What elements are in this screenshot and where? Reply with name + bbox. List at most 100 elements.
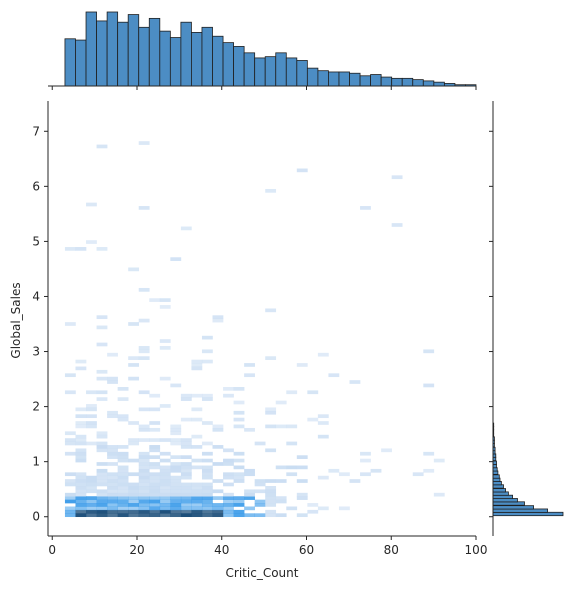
heatmap-cell [64, 451, 76, 456]
y-tick-label: 3 [32, 345, 40, 359]
heatmap-cell [180, 468, 192, 473]
heatmap-cell [265, 503, 277, 507]
heatmap-cell [233, 509, 245, 514]
heatmap-cell [170, 424, 182, 429]
y-tick-label: 2 [32, 400, 40, 414]
heatmap-cell [96, 468, 108, 473]
heatmap-cell [265, 407, 277, 412]
top-hist-bar [349, 72, 361, 87]
y-tick-label: 6 [32, 179, 40, 193]
heatmap-cell [86, 424, 97, 429]
heatmap-cell [64, 496, 76, 500]
heatmap-cell [107, 376, 118, 381]
heatmap-cell [170, 489, 182, 494]
heatmap-cell [128, 363, 140, 367]
heatmap-cell [212, 315, 224, 320]
heatmap-cell [233, 475, 245, 480]
heatmap-cell [138, 513, 150, 518]
heatmap-cell [128, 421, 140, 425]
heatmap-cell [159, 298, 171, 302]
heatmap-cell [149, 506, 161, 511]
heatmap-cell [107, 503, 118, 507]
heatmap-cell [96, 475, 108, 480]
heatmap-cell [233, 465, 245, 470]
heatmap-cell [86, 404, 97, 408]
heatmap-cell [201, 441, 213, 446]
heatmap-cell [138, 427, 150, 432]
heatmap-cell [128, 492, 140, 497]
heatmap-cell [64, 247, 76, 251]
heatmap-cell [86, 479, 97, 483]
heatmap-cell [275, 479, 287, 483]
heatmap-cell [201, 397, 213, 401]
heatmap-cell [191, 417, 203, 422]
heatmap-cell [107, 380, 118, 384]
heatmap-cell [180, 465, 192, 470]
heatmap-cell [149, 455, 161, 459]
heatmap-cell [117, 482, 129, 487]
top-marginal-histogram [48, 11, 477, 90]
heatmap-cell [170, 482, 182, 487]
heatmap-cell [107, 486, 118, 490]
heatmap-cell [201, 349, 213, 354]
heatmap-cell [170, 513, 182, 518]
heatmap-cell [149, 421, 161, 425]
heatmap-cell [75, 499, 87, 504]
heatmap-cell [107, 445, 118, 449]
x-tick-label: 20 [129, 543, 144, 557]
heatmap-cell [149, 492, 161, 497]
heatmap-cell [138, 349, 150, 354]
heatmap-cell [159, 475, 171, 480]
heatmap-cell [170, 475, 182, 480]
heatmap-cell [223, 458, 234, 463]
heatmap-cell [86, 486, 97, 490]
heatmap-cell [159, 458, 171, 463]
heatmap-cell [191, 366, 203, 371]
heatmap-cell [149, 479, 161, 483]
heatmap-cell [296, 455, 308, 459]
heatmap-cell [138, 287, 150, 292]
heatmap-cell [159, 451, 171, 456]
heatmap-cell [212, 462, 224, 466]
top-hist-bar [85, 11, 97, 87]
heatmap-cell [180, 489, 192, 494]
heatmap-cell [138, 462, 150, 466]
heatmap-cell [244, 506, 255, 511]
top-hist-bar [159, 30, 171, 87]
top-hist-bar [412, 79, 424, 87]
heatmap-cell [223, 462, 234, 466]
heatmap-cell [265, 489, 277, 494]
heatmap-cell [286, 465, 298, 470]
heatmap-cell [107, 492, 118, 497]
heatmap-cell [75, 434, 87, 439]
heatmap-cell [107, 475, 118, 480]
heatmap-cell [180, 513, 192, 518]
heatmap-cell [275, 499, 287, 504]
heatmap-cell [233, 410, 245, 415]
heatmap-cell [86, 441, 97, 446]
heatmap-cell [138, 475, 150, 480]
top-hist-bar [391, 77, 403, 87]
heatmap-cell [128, 438, 140, 442]
heatmap-cell [149, 448, 161, 453]
heatmap-cell [138, 489, 150, 494]
heatmap-cell [159, 499, 171, 504]
heatmap-cell [212, 479, 224, 483]
heatmap-cell [117, 468, 129, 473]
heatmap-cell [191, 489, 203, 494]
heatmap-cell [180, 482, 192, 487]
heatmap-cell [96, 315, 108, 320]
heatmap-cell [96, 441, 108, 446]
top-hist-bar [433, 81, 445, 87]
y-tick-label: 0 [32, 510, 40, 524]
heatmap-cell [149, 298, 161, 302]
heatmap-cell [201, 513, 213, 518]
heatmap-cell [180, 226, 192, 231]
heatmap-cell [265, 492, 277, 497]
heatmap-cell [149, 438, 161, 442]
heatmap-cell [159, 492, 171, 497]
heatmap-cell [128, 458, 140, 463]
heatmap-cell [201, 482, 213, 487]
heatmap-cell [149, 513, 161, 518]
top-hist-bar [75, 39, 87, 87]
